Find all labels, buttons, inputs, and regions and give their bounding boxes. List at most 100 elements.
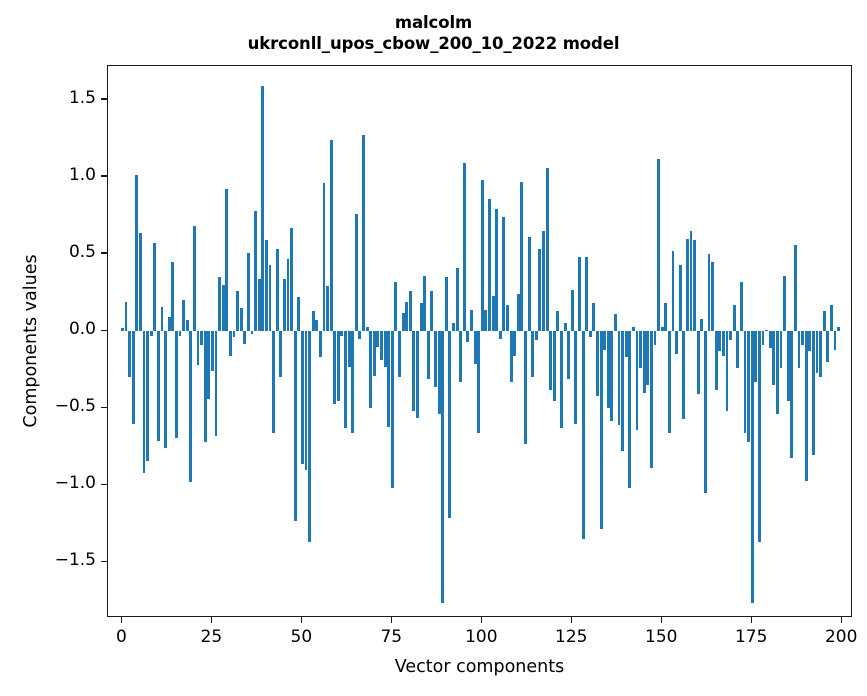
bar xyxy=(488,198,491,332)
bar xyxy=(308,331,311,543)
tick-mark xyxy=(840,617,842,623)
bar xyxy=(491,295,495,332)
tick-mark xyxy=(120,617,123,623)
bar xyxy=(786,331,790,401)
bar xyxy=(318,331,322,358)
bar xyxy=(236,291,239,332)
bar xyxy=(254,210,257,332)
bar xyxy=(675,331,679,355)
bar xyxy=(347,331,351,367)
tick-mark xyxy=(101,175,107,177)
bar xyxy=(477,331,481,433)
x-axis-tick-label: 25 xyxy=(200,627,223,647)
bar xyxy=(811,331,815,455)
bar xyxy=(131,331,135,424)
bar xyxy=(275,249,279,332)
bar xyxy=(128,331,132,378)
tick-mark xyxy=(101,329,107,331)
tick-mark xyxy=(101,252,107,254)
bar xyxy=(556,311,560,332)
x-axis-tick-label: 75 xyxy=(380,627,403,647)
bar xyxy=(772,331,776,386)
y-axis-tick-label: 1.5 xyxy=(68,87,96,108)
bar xyxy=(398,331,401,378)
bar xyxy=(714,331,718,390)
bar xyxy=(732,304,736,332)
bar xyxy=(322,183,326,332)
bar xyxy=(668,331,671,433)
bar xyxy=(336,331,340,401)
bar xyxy=(408,291,412,332)
bar xyxy=(632,326,635,332)
bar xyxy=(524,331,527,444)
y-axis-tick-label: 0.5 xyxy=(68,242,96,263)
bar xyxy=(423,275,427,332)
bar xyxy=(542,230,545,332)
bar xyxy=(606,331,610,409)
bar xyxy=(167,317,171,332)
y-axis-tick-label: 1.0 xyxy=(68,165,96,186)
bar xyxy=(315,320,319,332)
bar xyxy=(426,331,430,379)
bar xyxy=(189,331,193,483)
bar xyxy=(192,226,196,332)
y-axis: −1.5 −1.0 −0.5 0.0 0.5 1.0 1.5 xyxy=(0,65,107,617)
bar xyxy=(358,331,362,339)
bar xyxy=(502,217,506,332)
bar xyxy=(268,264,272,332)
tick-mark xyxy=(210,617,213,623)
bar xyxy=(790,331,794,458)
bar xyxy=(448,331,452,518)
bar xyxy=(146,331,150,461)
bar xyxy=(671,251,675,332)
bar xyxy=(516,294,520,332)
bar xyxy=(646,331,650,386)
bar xyxy=(203,331,207,443)
bar xyxy=(498,331,502,339)
bar xyxy=(693,240,697,332)
x-axis-tick-label: 0 xyxy=(115,627,127,647)
bar xyxy=(401,312,405,332)
tick-mark xyxy=(750,617,752,623)
bar xyxy=(815,331,819,373)
bar xyxy=(614,314,617,332)
bar xyxy=(419,303,423,332)
bar xyxy=(635,331,639,430)
bar xyxy=(293,331,297,521)
bar xyxy=(779,331,783,369)
bar xyxy=(470,309,473,332)
bar xyxy=(588,331,592,338)
bar xyxy=(567,331,571,379)
bar xyxy=(369,331,373,409)
bar xyxy=(200,331,203,346)
bar xyxy=(829,304,833,332)
bar xyxy=(351,331,355,433)
bar xyxy=(340,331,344,336)
bar xyxy=(329,140,333,332)
bar xyxy=(243,331,247,344)
bar xyxy=(660,326,664,332)
bar xyxy=(549,331,553,390)
bar xyxy=(326,286,329,332)
bar xyxy=(297,297,301,332)
bar xyxy=(441,331,445,603)
bar xyxy=(563,323,567,332)
bar xyxy=(578,257,581,332)
bar xyxy=(704,331,707,494)
bar xyxy=(178,331,182,336)
bar xyxy=(819,331,823,378)
bar xyxy=(700,318,704,332)
bar xyxy=(304,331,308,470)
bar xyxy=(221,284,225,332)
bar xyxy=(182,300,185,332)
bar xyxy=(164,331,168,449)
y-axis-label: Components values xyxy=(21,254,41,428)
tick-mark xyxy=(570,617,572,623)
bar xyxy=(506,304,509,332)
bar xyxy=(250,331,254,335)
bar xyxy=(707,254,711,332)
tick-mark xyxy=(660,617,662,623)
bar xyxy=(272,331,275,433)
bar xyxy=(689,230,693,332)
bar xyxy=(434,331,437,387)
